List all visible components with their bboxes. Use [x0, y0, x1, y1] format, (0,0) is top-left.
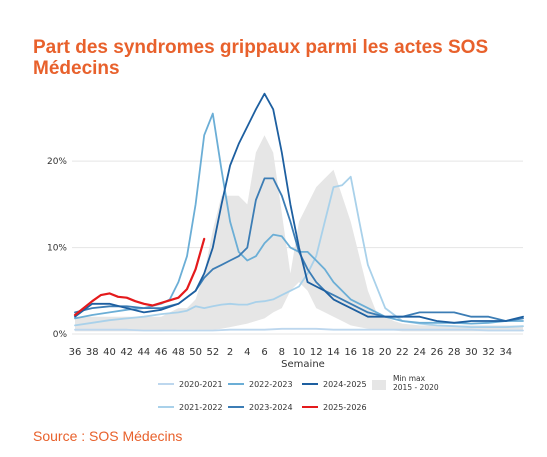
- legend-item-2024-2025: 2024-2025: [302, 380, 367, 389]
- y-tick-label: 20%: [47, 157, 67, 167]
- x-tick-label: 30: [465, 347, 478, 358]
- x-tick-label: 52: [206, 347, 219, 358]
- legend-label: 2015 - 2020: [393, 383, 439, 392]
- x-tick-label: 50: [189, 347, 202, 358]
- x-tick-label: 14: [327, 347, 340, 358]
- x-tick-label: 16: [344, 347, 357, 358]
- x-tick-label: 42: [120, 347, 133, 358]
- legend-item-2023-2024: 2023-2024: [228, 403, 293, 412]
- x-tick-labels: 36 38 40 42 44 46 48 50 52 2 4 6 8 10 12 14 16 18 20 22 24 26…: [69, 347, 513, 358]
- y-tick-label: 10%: [47, 244, 67, 254]
- x-tick-label: 18: [362, 347, 375, 358]
- series-layer: [73, 92, 524, 332]
- x-tick-label: 4: [244, 347, 250, 358]
- x-tick-label: 48: [172, 347, 185, 358]
- x-tick-label: 28: [448, 347, 461, 358]
- x-tick-label: 24: [413, 347, 426, 358]
- source-note: Source : SOS Médecins: [33, 428, 183, 444]
- legend-item-2022-2023: 2022-2023: [228, 380, 293, 389]
- series-line-2020-2021: [74, 327, 524, 332]
- chart-title: Part des syndromes grippaux parmi les ac…: [33, 37, 489, 79]
- legend-label: 2024-2025: [323, 380, 367, 389]
- legend: 2020-2021 2022-2023 2024-2025 2021-2022 2023…: [158, 374, 439, 412]
- minmax-band-layer: [75, 135, 523, 332]
- legend-item-2021-2022: 2021-2022: [158, 403, 223, 412]
- series-line-2022-2023: [74, 112, 524, 325]
- x-tick-label: 34: [499, 347, 512, 358]
- x-tick-label: 32: [482, 347, 495, 358]
- x-tick-label: 36: [69, 347, 82, 358]
- legend-label: 2025-2026: [323, 403, 367, 412]
- x-tick-label: 40: [103, 347, 116, 358]
- legend-label: Min max: [393, 374, 426, 383]
- legend-label: 2023-2024: [249, 403, 293, 412]
- x-tick-label: 44: [138, 347, 151, 358]
- x-tick-label: 8: [279, 347, 285, 358]
- x-tick-label: 22: [396, 347, 409, 358]
- legend-item-2020-2021: 2020-2021: [158, 380, 223, 389]
- y-tick-labels: 0% 10% 20%: [47, 157, 67, 340]
- x-tick-label: 38: [86, 347, 99, 358]
- minmax-band: [75, 135, 523, 332]
- x-tick-label: 2: [227, 347, 233, 358]
- x-tick-label: 6: [261, 347, 267, 358]
- legend-label: 2020-2021: [179, 380, 223, 389]
- x-tick-label: 26: [430, 347, 443, 358]
- legend-label: 2022-2023: [249, 380, 293, 389]
- legend-swatch-band: [372, 380, 386, 390]
- flu-share-line-chart: 0%10%20% 36 38 40 42 44 46 48 50 52 2 4 6 8 10 12 14 16 1…: [47, 92, 524, 412]
- y-tick-label: 0%: [53, 330, 68, 340]
- series-line-2025-2026: [73, 237, 206, 317]
- x-tick-label: 12: [310, 347, 323, 358]
- x-tick-label: 20: [379, 347, 392, 358]
- x-axis-label: Semaine: [281, 359, 325, 370]
- legend-label: 2021-2022: [179, 403, 223, 412]
- series-line-2024-2025: [74, 92, 524, 324]
- x-tick-label: 10: [293, 347, 306, 358]
- x-tick-label: 46: [155, 347, 168, 358]
- legend-item-2025-2026: 2025-2026: [302, 403, 367, 412]
